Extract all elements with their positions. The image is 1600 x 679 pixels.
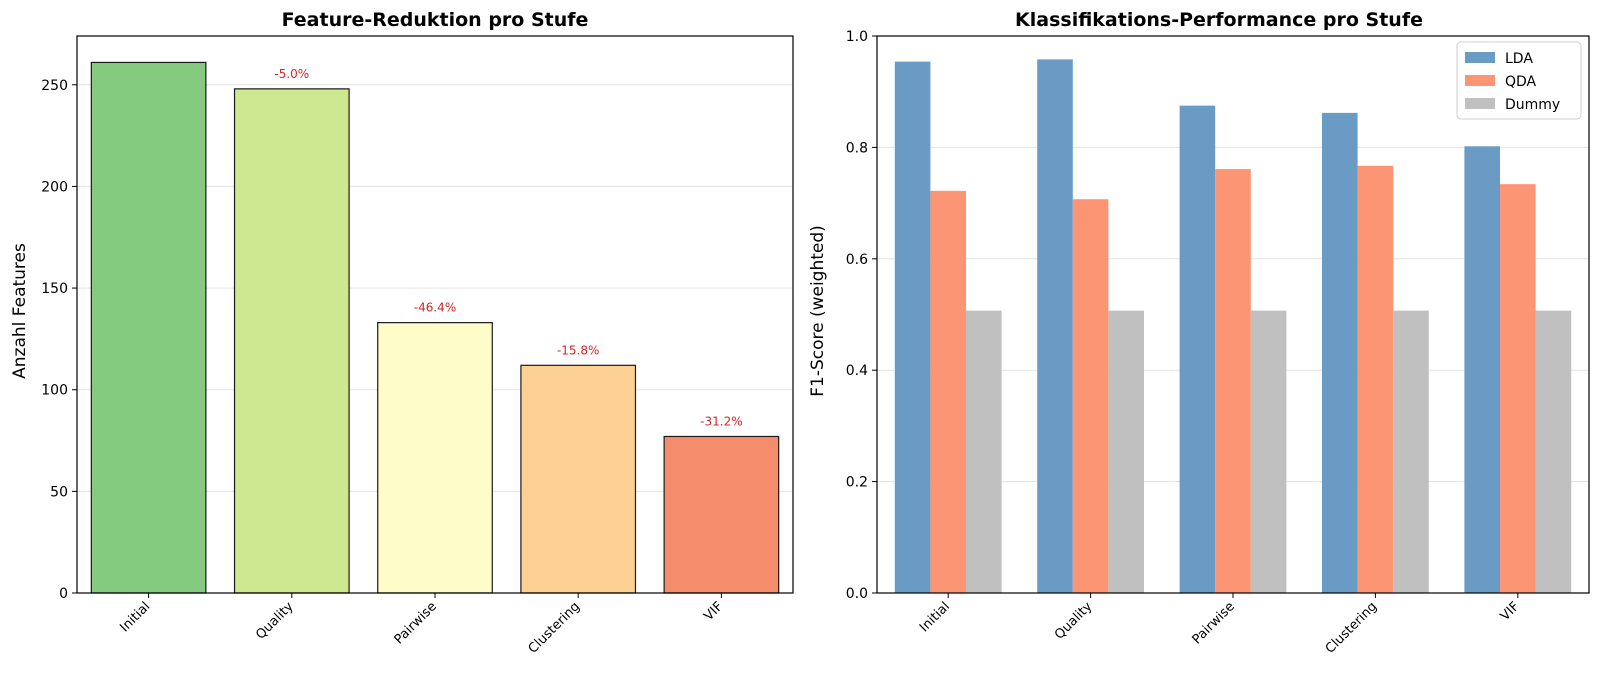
x-tick-label: Pairwise — [392, 599, 440, 647]
classification-performance-chart: Klassifikations-Performance pro Stufe F1… — [808, 9, 1590, 657]
bar-qda-pairwise — [1215, 169, 1251, 594]
data-label-quality: -5.0% — [274, 67, 309, 81]
y-tick-label: 0.8 — [846, 140, 868, 156]
y-tick-label: 250 — [41, 78, 68, 94]
y-tick-label: 0.4 — [846, 363, 868, 379]
bar-qda-vif — [1500, 184, 1536, 594]
y-axis-label: F1-Score (weighted) — [808, 225, 828, 397]
y-tick-label: 0 — [59, 586, 68, 602]
bar-clustering — [520, 364, 637, 594]
x-tick-label: Pairwise — [1190, 599, 1238, 647]
bar-initial — [90, 61, 207, 594]
y-tick-label: 50 — [50, 484, 68, 500]
x-ticks: Initial Quality Pairwise Clustering VIF — [117, 593, 726, 657]
bar-dummy-quality — [1108, 310, 1144, 593]
bar-dummy-pairwise — [1250, 310, 1287, 593]
legend-label-lda: LDA — [1505, 51, 1533, 67]
legend-swatch-qda — [1465, 75, 1495, 86]
y-ticks: 0 50 100 150 200 250 — [41, 78, 77, 602]
bar-dummy-clustering — [1393, 310, 1429, 593]
bar-lda-clustering — [1322, 112, 1358, 593]
x-tick-label: Initial — [917, 599, 953, 635]
bar-lda-initial — [894, 61, 931, 593]
bars — [90, 61, 780, 594]
legend-label-dummy: Dummy — [1505, 97, 1560, 113]
plot-frame — [76, 35, 794, 594]
x-tick-label: Initial — [117, 599, 153, 635]
y-tick-label: 150 — [41, 281, 68, 297]
y-tick-label: 0.0 — [846, 586, 868, 602]
x-tick-label: Clustering — [526, 599, 583, 656]
data-label-clustering: -15.8% — [557, 343, 599, 357]
x-tick-label: VIF — [1498, 599, 1523, 624]
bar-dummy-vif — [1535, 310, 1572, 593]
x-tick-label: Clustering — [1323, 599, 1380, 656]
chart-title: Feature-Reduktion pro Stufe — [282, 9, 589, 31]
y-tick-label: 200 — [41, 179, 68, 195]
legend-label-qda: QDA — [1505, 74, 1537, 90]
y-axis-label: Anzahl Features — [10, 243, 30, 379]
plot-frame — [876, 35, 1590, 594]
bar-pairwise — [377, 322, 493, 594]
bar-vif — [663, 435, 780, 594]
x-ticks: Initial Quality Pairwise Clustering VIF — [917, 593, 1523, 657]
y-ticks: 0.0 0.2 0.4 0.6 0.8 1.0 — [846, 29, 877, 602]
bar-qda-clustering — [1357, 165, 1394, 593]
y-tick-label: 100 — [41, 383, 68, 399]
y-tick-label: 1.0 — [846, 29, 868, 45]
x-tick-label: Quality — [253, 599, 297, 643]
bar-lda-quality — [1037, 59, 1073, 594]
bar-qda-quality — [1072, 199, 1109, 594]
bar-lda-pairwise — [1179, 105, 1216, 593]
data-label-vif: -31.2% — [700, 414, 742, 428]
data-labels: -5.0% -46.4% -15.8% -31.2% — [274, 67, 742, 429]
y-tick-label: 0.6 — [846, 252, 868, 268]
bar-quality — [233, 88, 350, 594]
x-tick-label: VIF — [701, 599, 726, 624]
bar-lda-vif — [1464, 146, 1500, 593]
data-label-pairwise: -46.4% — [414, 301, 456, 315]
bars — [894, 59, 1572, 594]
bar-dummy-initial — [966, 310, 1002, 593]
legend-swatch-dummy — [1465, 98, 1495, 109]
chart-title: Klassifikations-Performance pro Stufe — [1015, 9, 1423, 31]
legend: LDA QDA Dummy — [1456, 41, 1582, 120]
feature-reduction-chart: Feature-Reduktion pro Stufe Anzahl Featu… — [10, 9, 794, 657]
x-tick-label: Quality — [1052, 599, 1096, 643]
bar-qda-initial — [930, 190, 966, 593]
legend-swatch-lda — [1465, 52, 1495, 63]
y-tick-label: 0.2 — [846, 475, 868, 491]
